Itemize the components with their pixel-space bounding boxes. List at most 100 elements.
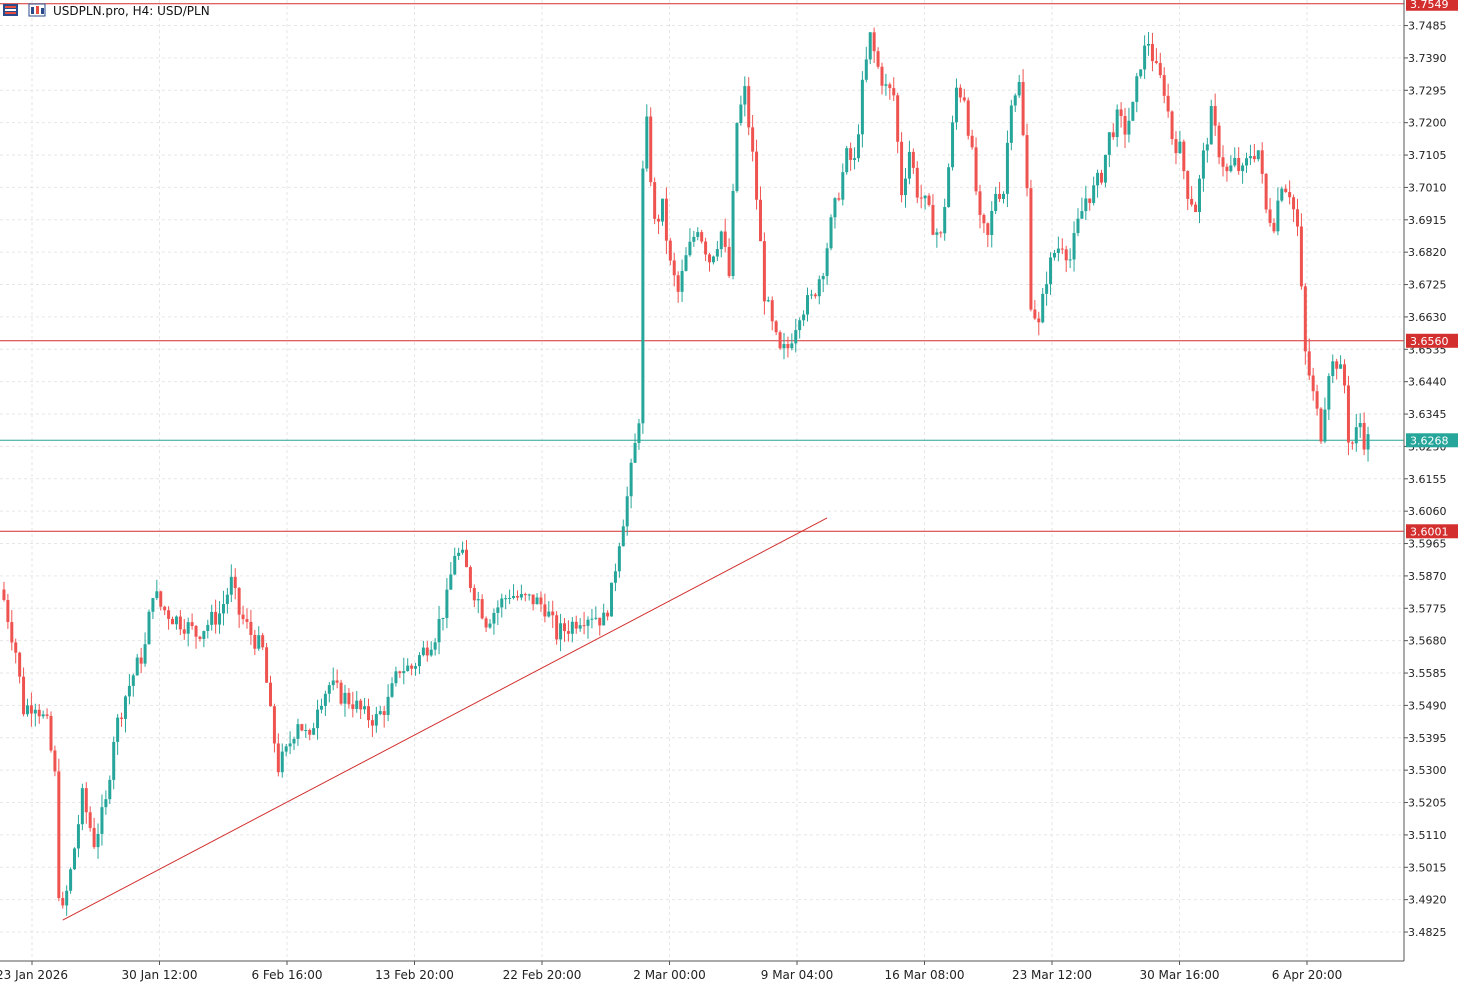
time-label: 30 Jan 12:00 [122,968,198,982]
candle-body [123,696,127,719]
level-badge-label: 3.7549 [1410,0,1449,11]
candle-body [829,217,833,249]
candle-body [1303,286,1307,352]
price-label: 3.6345 [1408,408,1447,421]
candle-body [684,255,688,271]
candle-body [704,241,708,255]
candle-body [378,711,382,715]
candle-body [778,332,782,349]
candle-body [606,612,610,617]
candle-body [417,655,421,667]
candle-body [249,621,253,635]
candle-body [1299,226,1303,287]
candle-body [747,86,751,128]
candle-body [1131,101,1135,121]
candle-body [860,79,864,135]
candle-body [872,32,876,52]
candle-body [1221,157,1225,167]
candle-body [782,343,786,349]
candle-body [214,611,218,625]
candle-body [531,594,535,605]
candle-body [629,462,633,497]
candle-body [919,197,923,199]
candle-body [970,135,974,148]
candle-body [1123,116,1127,135]
candle-body [790,343,794,349]
candle-body [1174,139,1178,154]
candle-body [1354,427,1358,444]
candle-body [770,300,774,322]
candle-body [1119,109,1123,117]
trendline[interactable] [62,517,828,921]
candle-body [688,241,692,256]
candle-body [998,193,1002,199]
candle-body [1060,248,1064,250]
candle-body [543,604,547,617]
candle-body [421,647,425,656]
price-label: 3.5680 [1408,635,1447,648]
candle-body [915,167,919,198]
candle-body [1295,209,1299,227]
price-label: 3.5395 [1408,732,1447,745]
candle-body [751,127,755,152]
candle-body [900,141,904,196]
candle-body [845,148,849,173]
candle-body [696,232,700,237]
candle-body [594,617,598,619]
candle-body [668,240,672,261]
candle-body [1178,141,1182,154]
candle-body [331,680,335,686]
candle-body [711,256,715,263]
chart-type-icon[interactable] [28,3,46,17]
level-badge [1406,333,1458,348]
candle-body [657,218,661,222]
time-label: 6 Feb 16:00 [251,968,322,982]
candle-body [1256,150,1260,160]
candle-body [864,59,868,80]
price-label: 3.7105 [1408,149,1447,162]
candle-body [841,172,845,200]
price-label: 3.7485 [1408,20,1447,33]
candle-body [735,123,739,191]
candle-body [1025,135,1029,189]
candle-body [633,443,637,463]
horizontal-levels[interactable] [0,3,1404,532]
candle-body [468,567,472,588]
candle-body [288,743,292,747]
candle-body [335,680,339,683]
candle-body [645,116,649,169]
candle-body [762,241,766,302]
candle-body [386,696,390,716]
candle-body [1350,442,1354,444]
candle-body [676,275,680,292]
candle-body [539,597,543,605]
price-label: 3.6155 [1408,473,1447,486]
bars-menu-icon[interactable] [3,4,18,16]
candle-body [202,631,206,639]
candle-body [237,588,241,615]
candle-body [1080,211,1084,219]
price-label: 3.5965 [1408,538,1447,551]
candle-body [84,788,88,813]
candle-body [904,178,908,196]
candle-body [566,631,570,634]
time-label: 23 Mar 12:00 [1012,968,1092,982]
candle-body [1315,391,1319,409]
candle-body [1045,284,1049,294]
candle-body [104,799,108,808]
level-badge [1406,524,1458,539]
candle-body [994,193,998,212]
price-label: 3.5775 [1408,602,1447,615]
candle-body [523,594,527,596]
candle-body [1107,132,1111,155]
candle-body [492,612,496,624]
candle-body [1311,375,1315,392]
candle-body [1096,172,1100,186]
candle-body [1252,156,1256,160]
candle-body [429,649,433,656]
candle-body [210,611,214,625]
candle-body [496,607,500,613]
candle-body [978,191,982,215]
